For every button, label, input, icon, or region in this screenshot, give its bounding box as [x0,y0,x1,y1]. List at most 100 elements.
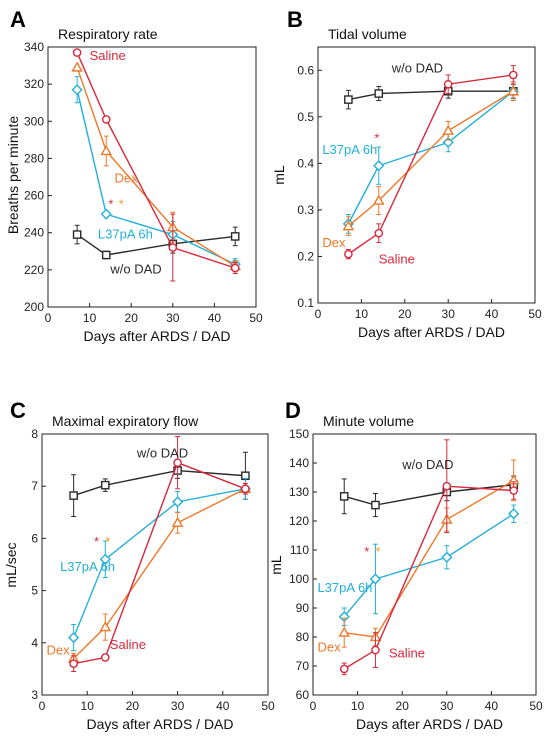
data-point [100,144,113,156]
data-point [72,48,82,57]
y-axis-label: Breaths per minute [5,116,21,234]
series-line [347,74,514,255]
data-point [372,194,385,205]
significance-star: * [119,197,124,212]
x-tick-label: 50 [249,311,263,325]
y-tick-label: 0.5 [297,110,314,124]
x-tick-label: 20 [396,699,410,713]
series-line [347,90,514,227]
series-line [343,513,515,618]
x-tick-label: 30 [166,311,180,325]
data-point [71,84,83,96]
y-tick-label: 0.2 [297,249,314,263]
data-point [168,243,178,252]
series-line [73,469,246,497]
series-line [73,461,246,665]
data-point [374,228,384,238]
significance-star: * [374,130,379,145]
series-label: w/o DAD [401,457,453,472]
x-tick-label: 40 [485,699,499,713]
y-tick-label: 220 [24,263,44,277]
y-tick-label: 300 [24,114,44,128]
series-label: Dex [115,171,139,186]
series-label: Saline [90,48,126,63]
series-line [347,90,514,225]
data-point [101,250,111,260]
series-saline [344,65,518,260]
y-tick-label: 8 [31,427,38,441]
data-point [371,500,380,510]
chart-title: Maximal expiratory flow [52,413,199,429]
x-tick-label: 10 [83,311,97,325]
panel-b: B Tidal volume 0 10 20 30 40 50 0.1 0.2 0.3 0.4 0.5 0… [271,7,542,340]
data-point [369,573,382,585]
series-label: Saline [379,251,415,266]
y-tick-label: 140 [289,456,309,470]
panel-c: C Maximal expiratory flow 0 10 20 30 40 50 3 4 5 6 7… [3,398,275,732]
y-tick-label: 200 [24,300,44,314]
x-tick-label: 30 [442,307,456,321]
y-tick-label: 0.1 [297,296,314,310]
series-label: Dex [47,642,71,657]
series-label: Dex [317,640,341,655]
plot-frame [317,46,536,304]
significance-star: * [94,534,99,549]
data-point [101,115,111,124]
y-tick-label: 0.3 [297,203,314,217]
x-tick-label: 30 [440,699,454,713]
x-tick-label: 10 [351,699,365,713]
y-tick-label: 3 [31,688,38,702]
y-tick-label: 150 [289,427,309,441]
data-point [100,653,110,662]
panel-letter: D [285,398,301,423]
series-label: L37pA 6h [98,226,153,241]
x-tick-label: 40 [208,311,222,325]
series-line [76,52,236,269]
panel-letter: A [10,7,26,32]
x-tick-label: 40 [485,307,499,321]
x-tick-label: 10 [81,699,95,713]
y-tick-label: 90 [296,601,310,615]
data-point [509,486,519,495]
data-point [373,160,385,172]
series-label: L37pA 6h [322,142,377,157]
y-tick-label: 4 [31,636,38,650]
y-tick-label: 80 [296,630,310,644]
data-point [241,484,250,494]
chart-title: Tidal volume [328,26,407,42]
chart-title: Respiratory rate [58,26,158,42]
panel-a: A Respiratory rate 0 10 20 30 40 50 200 220 240 260… [5,7,263,344]
data-point [371,645,380,655]
data-point [442,124,455,135]
data-point [172,496,184,508]
y-tick-label: 240 [24,226,44,240]
series-line [76,89,236,265]
data-point [173,458,182,468]
y-tick-label: 0.6 [297,63,314,77]
data-point [338,626,351,637]
x-tick-label: 10 [355,307,369,321]
x-tick-label: 50 [529,699,543,713]
series-line [344,479,515,638]
series-label: w/o DAD [391,61,443,76]
data-point [99,553,111,565]
data-point [344,95,353,104]
series-line [76,67,236,267]
x-axis-label: Days after ARDS / DAD [83,328,230,344]
panel-d: D Minute volume 0 10 20 30 40 50 60 70 80 90 100 110 1… [268,398,543,732]
significance-star: * [364,544,369,559]
data-point [508,70,518,80]
panel-letter: C [10,398,26,423]
data-point [442,481,452,491]
x-tick-label: 40 [216,699,230,713]
data-point [507,85,520,96]
x-tick-label: 50 [528,307,542,321]
y-tick-label: 7 [31,479,38,493]
y-tick-label: 320 [24,77,44,91]
series-label: L37pA 6h [317,580,372,595]
data-point [230,232,240,241]
series-w-o-dad [339,475,519,518]
series-line [72,488,246,638]
x-tick-label: 0 [39,699,46,713]
